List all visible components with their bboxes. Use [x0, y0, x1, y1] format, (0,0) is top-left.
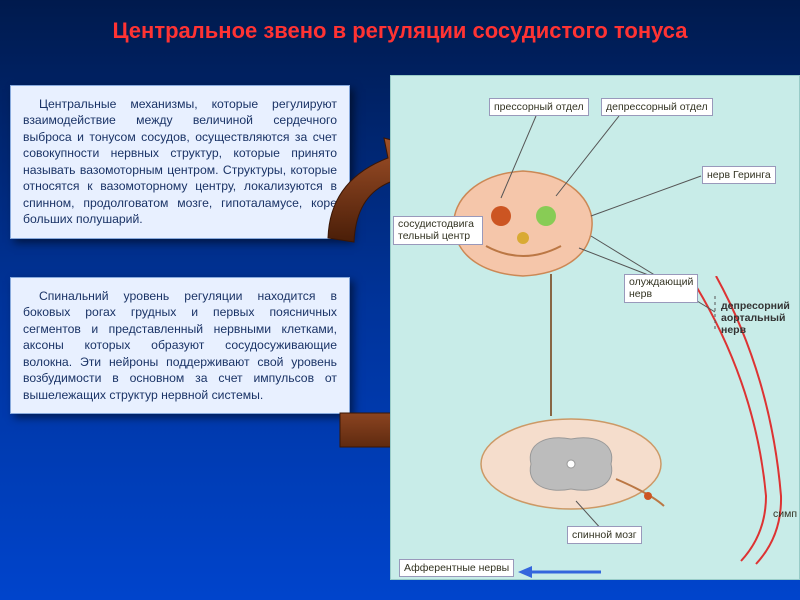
label-pressor: прессорный отдел: [489, 98, 589, 116]
slide-title: Центральное звено в регуляции сосудистог…: [0, 0, 800, 54]
anatomical-diagram: прессорный отдел депрессорный отдел нерв…: [390, 75, 800, 580]
label-hering: нерв Геринга: [702, 166, 776, 184]
label-spinal: спинной мозг: [567, 526, 642, 544]
textbox-central-mechanisms: Центральные механизмы, которые регулирую…: [10, 85, 350, 239]
textbox-spinal-level: Спинальний уровень регуляции находится в…: [10, 277, 350, 414]
label-afferent: Афферентные нервы: [399, 559, 514, 577]
label-vasomotor: сосудистодвигательный центр: [393, 216, 483, 245]
afferent-arrow-icon: [516, 563, 606, 581]
textbox2-text: Спинальний уровень регуляции находится в…: [23, 289, 337, 402]
label-vagus: олуждающийнерв: [624, 274, 698, 303]
label-depr-aortic: депресорнийаортальныйнерв: [717, 298, 794, 338]
left-column: Центральные механизмы, которые регулирую…: [10, 85, 350, 452]
label-depressor: депрессорный отдел: [601, 98, 713, 116]
label-symp: симп: [769, 506, 800, 522]
textbox1-text: Центральные механизмы, которые регулирую…: [23, 97, 337, 226]
